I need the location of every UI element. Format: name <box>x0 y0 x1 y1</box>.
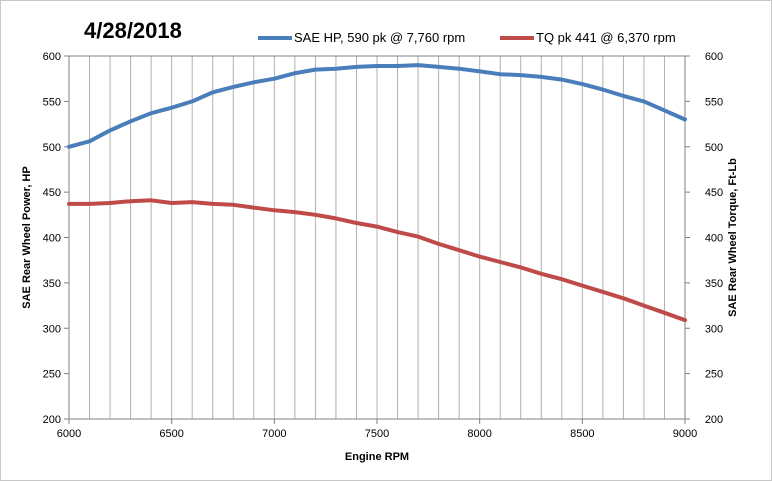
y-right-tick-label: 600 <box>705 51 723 63</box>
legend: SAE HP, 590 pk @ 7,760 rpm TQ pk 441 @ 6… <box>258 30 676 45</box>
y-right-tick-label: 350 <box>705 278 723 290</box>
x-tick-label: 6000 <box>57 428 81 440</box>
x-tick-label: 8500 <box>570 428 594 440</box>
legend-entry-tq: TQ pk 441 @ 6,370 rpm <box>536 30 676 45</box>
y-left-tick-label: 550 <box>43 96 61 108</box>
y-right-tick-label: 450 <box>705 187 723 199</box>
y-right-tick-label: 550 <box>705 96 723 108</box>
x-tick-label: 9000 <box>673 428 697 440</box>
series-line-hp <box>67 63 687 149</box>
y-left-tick-label: 350 <box>43 278 61 290</box>
legend-entry-hp: SAE HP, 590 pk @ 7,760 rpm <box>294 30 465 45</box>
y-axis-left-title: SAE Rear Wheel Power, HP <box>21 166 33 308</box>
y-right-tick-label: 500 <box>705 142 723 154</box>
y-right-tick-label: 300 <box>705 323 723 335</box>
y-right-tick-label: 250 <box>705 369 723 381</box>
series <box>67 63 687 323</box>
ticks: 6000 6500 7000 7500 8000 8500 9000 200 250 300 350… <box>43 51 724 440</box>
y-left-tick-label: 400 <box>43 233 61 245</box>
grid <box>89 56 665 419</box>
x-tick-label: 7000 <box>262 428 286 440</box>
y-left-tick-label: 300 <box>43 323 61 335</box>
x-tick-label: 7500 <box>365 428 389 440</box>
y-left-tick-label: 500 <box>43 142 61 154</box>
y-axis-right-title: SAE Rear Wheel Torque, Ft-Lb <box>727 158 739 317</box>
x-axis-title: Engine RPM <box>345 451 409 463</box>
y-left-tick-label: 250 <box>43 369 61 381</box>
x-tick-label: 6500 <box>159 428 183 440</box>
y-left-tick-label: 200 <box>43 414 61 426</box>
y-left-tick-label: 600 <box>43 51 61 63</box>
series-line-tq <box>67 198 687 323</box>
y-left-tick-label: 450 <box>43 187 61 199</box>
chart-title: 4/28/2018 <box>84 18 182 43</box>
y-right-tick-label: 400 <box>705 233 723 245</box>
x-tick-label: 8000 <box>467 428 491 440</box>
y-right-tick-label: 200 <box>705 414 723 426</box>
